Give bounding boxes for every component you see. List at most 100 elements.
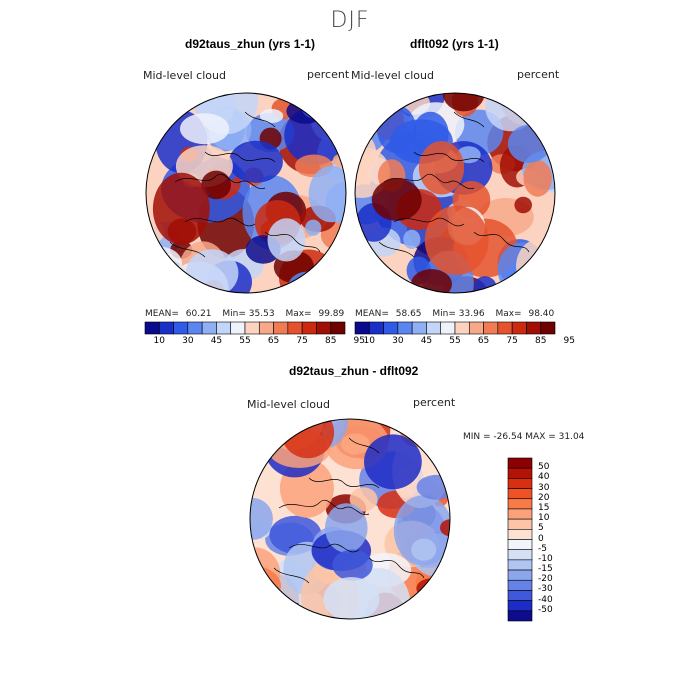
- panel-2-colorbar-swatch-0: [354, 321, 370, 335]
- panel-3-colorbar-swatch-4: [507, 498, 533, 510]
- panel-2-units-label: percent: [517, 68, 560, 81]
- panel-2-min-label: Min=: [432, 309, 456, 319]
- panel-3-colorbar-tick-label: -20: [538, 574, 553, 585]
- panel-3-colorbar-tick-label: -10: [538, 553, 553, 564]
- panel-2-colorbar-labels: 10 30 45 55 65 75 85 95: [355, 336, 575, 348]
- panel-3-colorbar-swatch-7: [507, 529, 533, 540]
- panel-1-colorbar-swatch-8: [258, 321, 274, 335]
- panel-2-colorbar-tick-label: 85: [534, 336, 547, 346]
- panel-3-variable-label: Mid-level cloud: [247, 398, 330, 411]
- panel-1-max-label: Max=: [285, 309, 312, 319]
- panel-1-colorbar-tick-label: 30: [182, 336, 194, 346]
- panel-3-colorbar-tick-label: 20: [538, 492, 550, 503]
- panel-2-colorbar-swatch-9: [483, 321, 499, 335]
- panel-3-map-field: [250, 419, 450, 619]
- panel-2-mean-label: MEAN=: [355, 309, 389, 319]
- panel-1-polar-map: [145, 92, 347, 294]
- panel-1-colorbar-swatch-3: [187, 321, 203, 335]
- panel-3-colorbar-swatch-15: [507, 610, 533, 622]
- panel-3-colorbar-tick-label: -5: [538, 543, 547, 554]
- panel-1-colorbar-swatch-11: [301, 321, 317, 335]
- panel-3-title: d92taus_zhun - dflt092: [289, 364, 419, 378]
- panel-1-stats: MEAN= 60.21 Min= 35.53 Max= 99.89: [145, 309, 344, 319]
- panel-2-colorbar-swatch-12: [526, 321, 542, 335]
- panel-2-polar-map: [354, 92, 556, 294]
- panel-1-units-label: percent: [307, 68, 350, 81]
- panel-3-colorbar-swatch-2: [507, 478, 533, 489]
- panel-3-colorbar-labels: 50 40 30 20 15 10 5 0 -5 -10 -15 -20 -30 -40 -50: [538, 458, 568, 621]
- panel-2-colorbar: [354, 321, 556, 335]
- panel-1-min-label: Min=: [222, 309, 246, 319]
- panel-2-min-value: 33.96: [458, 309, 485, 319]
- panel-3-colorbar-swatch-9: [507, 549, 533, 561]
- panel-3-colorbar-swatch-1: [507, 467, 533, 479]
- panel-1-colorbar: [144, 321, 346, 335]
- panel-2-colorbar-swatch-2: [383, 321, 399, 335]
- panel-2-stats: MEAN= 58.65 Min= 33.96 Max= 98.40: [355, 309, 554, 319]
- panel-1-colorbar-swatch-13: [330, 321, 346, 335]
- panel-3-colorbar-tick-label: 15: [538, 502, 550, 513]
- panel-2-colorbar-swatch-5: [426, 321, 442, 335]
- panel-1-colorbar-swatch-2: [173, 321, 189, 335]
- panel-3-colorbar-swatch-0: [507, 457, 533, 469]
- panel-2-map-coastlines: [378, 111, 530, 258]
- panel-3-polar-map: [249, 418, 451, 620]
- panel-1-min-value: 35.53: [248, 309, 275, 319]
- panel-3-colorbar-tick-label: 40: [538, 472, 550, 483]
- panel-3-map-boundary: [249, 418, 451, 620]
- panel-2-colorbar-swatch-8: [468, 321, 484, 335]
- panel-3-colorbar-tick-label: 10: [538, 513, 550, 524]
- panel-2-colorbar-swatch-4: [411, 321, 427, 335]
- panel-1-colorbar-swatch-5: [216, 321, 232, 335]
- panel-2-variable-label: Mid-level cloud: [351, 69, 434, 82]
- panel-2-colorbar-tick-label: 10: [363, 336, 376, 346]
- panel-1-max-value: 99.89: [318, 309, 345, 319]
- panel-2-colorbar-swatch-7: [454, 321, 470, 335]
- panel-3-colorbar-swatch-10: [507, 559, 533, 571]
- panel-1-title: d92taus_zhun (yrs 1-1): [185, 37, 316, 51]
- panel-1-colorbar-swatch-12: [316, 321, 332, 335]
- panel-1-colorbar-swatch-0: [144, 321, 160, 335]
- panel-3-colorbar-swatch-6: [507, 518, 533, 530]
- panel-1-colorbar-tick-label: 10: [153, 336, 166, 346]
- panel-2-colorbar-swatch-6: [440, 321, 456, 335]
- panel-2-colorbar-swatch-13: [540, 321, 556, 335]
- panel-2-colorbar-tick-label: 45: [420, 336, 433, 346]
- panel-1-colorbar-tick-label: 75: [296, 336, 308, 346]
- panel-1-variable-label: Mid-level cloud: [143, 69, 226, 82]
- panel-2-colorbar-swatch-1: [368, 321, 384, 335]
- panel-2-colorbar-tick-label: 95: [563, 336, 576, 346]
- panel-3-colorbar-swatch-8: [507, 539, 533, 550]
- panel-2-colorbar-swatch-10: [497, 321, 513, 335]
- panel-1-map-field: [146, 93, 346, 293]
- panel-1-colorbar-swatch-4: [201, 321, 217, 335]
- panel-1-colorbar-tick-label: 95: [353, 336, 366, 346]
- panel-3-colorbar-swatch-14: [507, 600, 533, 612]
- panel-1-colorbar-labels: 10 30 45 55 65 75 85 95: [145, 336, 365, 348]
- panel-2-colorbar-tick-label: 30: [392, 336, 404, 346]
- panel-2-map-field: [355, 93, 555, 293]
- panel-1-colorbar-tick-label: 85: [324, 336, 337, 346]
- panel-3-colorbar-swatch-13: [507, 590, 533, 601]
- panel-3-minmax: MIN = -26.54 MAX = 31.04: [463, 432, 585, 442]
- panel-3-colorbar-tick-label: -15: [538, 564, 553, 575]
- panel-2-mean-value: 58.65: [395, 309, 422, 319]
- panel-1-map-coastlines: [169, 111, 321, 258]
- panel-2-colorbar-tick-label: 75: [506, 336, 518, 346]
- panel-1-colorbar-swatch-9: [273, 321, 289, 335]
- panel-3-units-label: percent: [413, 396, 456, 409]
- panel-3-colorbar-tick-label: 0: [538, 533, 544, 544]
- panel-3-colorbar-tick-label: 50: [538, 462, 550, 473]
- panel-1-colorbar-tick-label: 45: [210, 336, 223, 346]
- panel-3-colorbar-tick-label: 30: [538, 482, 550, 493]
- panel-1-colorbar-tick-label: 55: [239, 336, 251, 346]
- panel-1-colorbar-swatch-7: [244, 321, 260, 335]
- panel-3-colorbar-swatch-5: [507, 508, 533, 520]
- panel-1-colorbar-swatch-10: [287, 321, 303, 335]
- panel-1-colorbar-swatch-6: [230, 321, 246, 335]
- panel-2-colorbar-tick-label: 65: [477, 336, 490, 346]
- panel-3-map-coastlines: [273, 437, 425, 584]
- panel-3-colorbar-tick-label: -40: [538, 594, 553, 605]
- panel-2-max-value: 98.40: [528, 309, 555, 319]
- panel-3-colorbar-swatch-12: [507, 579, 533, 591]
